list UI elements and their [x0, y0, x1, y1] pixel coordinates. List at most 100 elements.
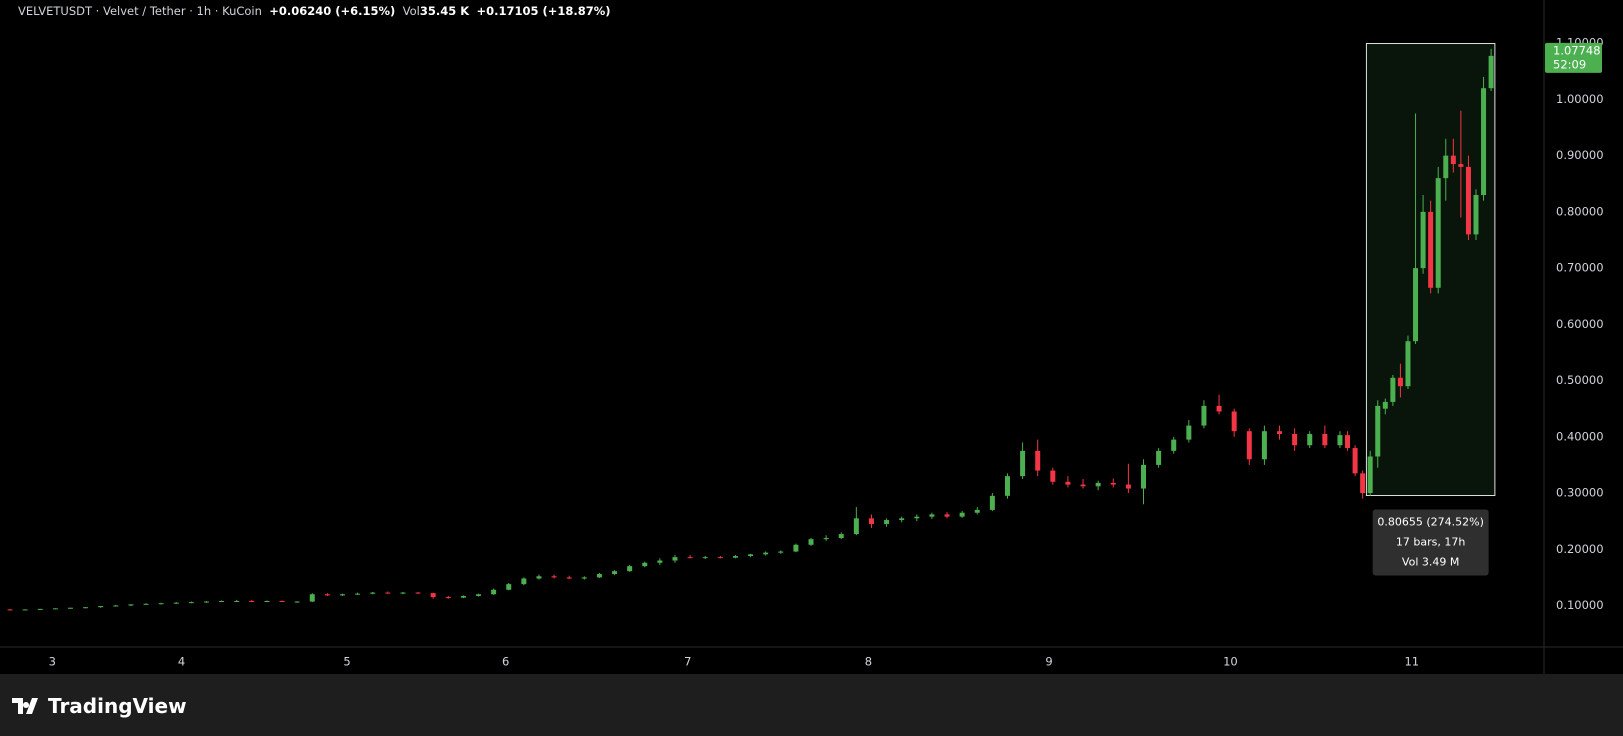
footer: TradingView	[0, 674, 1623, 736]
candle-body	[1443, 155, 1449, 179]
candle-body	[113, 605, 119, 607]
candle-body	[838, 534, 844, 539]
candle-body	[339, 594, 345, 596]
candle-body	[717, 557, 723, 559]
candle-body	[627, 566, 633, 572]
logo-icon	[12, 698, 38, 714]
measure-line: 17 bars, 17h	[1396, 536, 1465, 549]
x-tick-label: 10	[1223, 655, 1238, 669]
candle-body	[1171, 439, 1177, 451]
x-tick-label: 7	[684, 655, 691, 669]
x-tick-label: 3	[49, 655, 56, 669]
x-tick-label: 5	[343, 655, 350, 669]
candle-body	[1458, 164, 1464, 167]
candle-body	[1261, 431, 1267, 460]
candle-body	[188, 602, 194, 604]
candle-body	[1367, 456, 1373, 494]
candle-body	[1186, 425, 1192, 440]
candle-body	[521, 578, 527, 585]
candle-body	[1428, 211, 1434, 288]
candle-body	[1382, 401, 1388, 409]
candle-body	[1277, 431, 1283, 434]
candle-body	[234, 601, 240, 603]
y-tick-label: 0.70000	[1556, 261, 1604, 275]
candle-body	[1435, 178, 1441, 288]
candle-body	[1420, 211, 1426, 269]
measure-line: Vol 3.49 M	[1402, 556, 1459, 569]
candle-body	[1231, 411, 1237, 432]
candle-body	[657, 560, 663, 563]
candle-body	[702, 557, 708, 559]
candle-body	[1481, 88, 1487, 196]
candle-body	[853, 518, 859, 535]
candle-body	[385, 592, 391, 594]
candle-body	[370, 592, 376, 594]
candle-body	[52, 608, 58, 610]
candle-body	[1216, 405, 1222, 412]
candle-body	[1337, 435, 1343, 446]
candle-body	[415, 592, 421, 594]
candle-body	[1413, 268, 1419, 342]
candle-body	[778, 551, 784, 553]
candle-body	[1322, 433, 1328, 446]
vol-value: 35.45 K	[419, 4, 470, 18]
candle-body	[581, 577, 587, 579]
candle-body	[83, 607, 89, 609]
candle-body	[445, 597, 451, 599]
candle-body	[355, 593, 361, 595]
candle-body	[158, 603, 164, 605]
countdown: 52:09	[1553, 57, 1586, 71]
y-tick-label: 0.90000	[1556, 148, 1604, 162]
y-tick-label: 0.80000	[1556, 204, 1604, 218]
vol-label: Vol	[402, 4, 420, 18]
candle-body	[868, 518, 874, 524]
change: +0.06240 (+6.15%)	[269, 4, 396, 18]
header: VELVETUSDT · Velvet / Tether · 1h · KuCo…	[18, 4, 611, 18]
candle-body	[1004, 476, 1010, 496]
candle-body	[309, 594, 315, 602]
candle-body	[491, 589, 497, 595]
candle-body	[1080, 484, 1086, 487]
candle-body	[1156, 450, 1162, 465]
candle-body	[430, 593, 436, 598]
candle-body	[687, 557, 693, 559]
candle-body	[1292, 433, 1298, 446]
candle-body	[1375, 405, 1381, 457]
candle-body	[294, 601, 300, 603]
candle-body	[173, 602, 179, 604]
candle-body	[1450, 155, 1456, 165]
candle-body	[566, 577, 572, 579]
candle-body	[974, 509, 980, 513]
candle-body	[1035, 450, 1041, 471]
candle-body	[219, 601, 225, 603]
measure-line: 0.80655 (274.52%)	[1377, 516, 1484, 529]
candle-body	[748, 554, 754, 557]
y-tick-label: 0.10000	[1556, 598, 1604, 612]
candle-body	[1360, 473, 1366, 494]
candle-body	[7, 609, 13, 611]
y-tick-label: 0.60000	[1556, 317, 1604, 331]
x-tick-label: 11	[1404, 655, 1419, 669]
candle-body	[1352, 448, 1358, 474]
candle-body	[1201, 405, 1207, 426]
candle-body	[279, 601, 285, 603]
brand: TradingView	[48, 694, 187, 718]
candle-body	[400, 592, 406, 594]
x-tick-label: 6	[502, 655, 509, 669]
y-tick-label: 0.20000	[1556, 542, 1604, 556]
candle-body	[143, 603, 149, 605]
candle-body	[1065, 481, 1071, 485]
y-tick-label: 0.40000	[1556, 429, 1604, 443]
candle-body	[249, 601, 255, 603]
candle-body	[1465, 166, 1471, 235]
candle-body	[1405, 341, 1411, 387]
candle-body	[1488, 55, 1494, 89]
symbol: VELVETUSDT · Velvet / Tether · 1h · KuCo…	[18, 4, 262, 18]
candle-body	[1050, 470, 1056, 482]
candle-body	[1095, 482, 1101, 487]
price-tag	[1545, 42, 1602, 73]
x-tick-label: 8	[865, 655, 872, 669]
y-tick-label: 0.30000	[1556, 486, 1604, 500]
candle-body	[37, 608, 43, 610]
